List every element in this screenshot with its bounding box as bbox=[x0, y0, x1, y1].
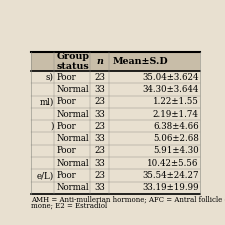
Bar bbox=[31, 52, 200, 71]
Text: AMH = Anti-mullerian hormone; AFC = Antral follicle count; FS: AMH = Anti-mullerian hormone; AFC = Antr… bbox=[31, 196, 225, 204]
Text: 33: 33 bbox=[94, 183, 105, 192]
Text: Poor: Poor bbox=[57, 122, 76, 131]
Text: 5.06±2.68: 5.06±2.68 bbox=[153, 134, 199, 143]
Text: Normal: Normal bbox=[57, 159, 89, 168]
Text: e/L): e/L) bbox=[36, 171, 54, 180]
Text: Normal: Normal bbox=[57, 110, 89, 119]
Text: Normal: Normal bbox=[57, 85, 89, 94]
Text: 23: 23 bbox=[94, 146, 105, 155]
Text: 5.91±4.30: 5.91±4.30 bbox=[153, 146, 199, 155]
Text: 35.04±3.624: 35.04±3.624 bbox=[142, 72, 199, 81]
Text: 23: 23 bbox=[94, 72, 105, 81]
Text: 2.19±1.74: 2.19±1.74 bbox=[153, 110, 199, 119]
Text: mone; E2 = Estradiol: mone; E2 = Estradiol bbox=[31, 202, 107, 210]
Text: Poor: Poor bbox=[57, 146, 76, 155]
Text: 1.22±1.55: 1.22±1.55 bbox=[153, 97, 199, 106]
Bar bbox=[31, 52, 200, 194]
Text: n: n bbox=[96, 57, 103, 66]
Text: 10.42±5.56: 10.42±5.56 bbox=[147, 159, 199, 168]
Text: 23: 23 bbox=[94, 171, 105, 180]
Text: 35.54±24.27: 35.54±24.27 bbox=[142, 171, 199, 180]
Text: 33: 33 bbox=[94, 159, 105, 168]
Text: s): s) bbox=[46, 72, 54, 81]
Text: Group
status: Group status bbox=[57, 52, 90, 71]
Text: Mean±S.D: Mean±S.D bbox=[112, 57, 168, 66]
Text: Poor: Poor bbox=[57, 97, 76, 106]
Text: 23: 23 bbox=[94, 97, 105, 106]
Text: 33: 33 bbox=[94, 85, 105, 94]
Text: 33.19±19.99: 33.19±19.99 bbox=[142, 183, 199, 192]
Text: ml): ml) bbox=[39, 97, 54, 106]
Text: 34.30±3.644: 34.30±3.644 bbox=[142, 85, 199, 94]
Text: Poor: Poor bbox=[57, 171, 76, 180]
Text: 33: 33 bbox=[94, 110, 105, 119]
Text: 33: 33 bbox=[94, 134, 105, 143]
Text: Normal: Normal bbox=[57, 134, 89, 143]
Text: Normal: Normal bbox=[57, 183, 89, 192]
Text: 23: 23 bbox=[94, 122, 105, 131]
Text: 6.38±4.66: 6.38±4.66 bbox=[153, 122, 199, 131]
Text: ): ) bbox=[50, 122, 54, 131]
Text: Poor: Poor bbox=[57, 72, 76, 81]
